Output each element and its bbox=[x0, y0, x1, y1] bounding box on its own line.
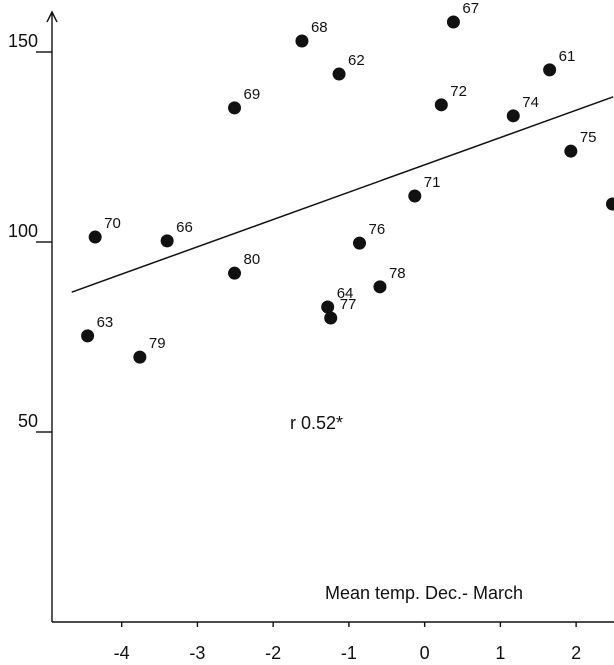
x-tick-label: -4 bbox=[114, 643, 130, 663]
point bbox=[324, 311, 338, 325]
point-label: 61 bbox=[559, 48, 576, 65]
annotation: r 0.52* bbox=[290, 413, 343, 433]
point bbox=[506, 109, 520, 123]
x-tick-label: -3 bbox=[189, 643, 205, 663]
point bbox=[564, 144, 578, 158]
y-axis bbox=[46, 10, 58, 622]
trend-line bbox=[71, 96, 614, 293]
point bbox=[133, 350, 147, 364]
x-tick-label: 0 bbox=[420, 643, 430, 663]
point-label: 78 bbox=[389, 265, 406, 282]
point-label: 77 bbox=[340, 296, 357, 313]
point bbox=[408, 189, 422, 203]
point-label: 69 bbox=[244, 86, 261, 103]
x-tick-label: 1 bbox=[495, 643, 505, 663]
point bbox=[81, 329, 95, 343]
point bbox=[88, 230, 102, 244]
point-label: 70 bbox=[104, 215, 121, 232]
y-tick-label: 100 bbox=[8, 221, 38, 241]
x-tick-label: -2 bbox=[265, 643, 281, 663]
point bbox=[160, 234, 174, 248]
point-label: 66 bbox=[176, 219, 193, 236]
point-label: 75 bbox=[580, 129, 597, 146]
point bbox=[434, 98, 448, 112]
point bbox=[353, 236, 367, 250]
x-tick-label: 2 bbox=[571, 643, 581, 663]
point-label: 72 bbox=[450, 83, 467, 100]
point bbox=[321, 300, 335, 314]
point bbox=[295, 34, 309, 48]
point-label: 71 bbox=[424, 174, 441, 191]
point bbox=[446, 15, 460, 29]
y-tick-label: 150 bbox=[8, 31, 38, 51]
point-label: 64 bbox=[337, 285, 354, 302]
point-label: 68 bbox=[311, 19, 328, 36]
point bbox=[543, 63, 557, 77]
point bbox=[332, 67, 346, 81]
x-axis-label: Mean temp. Dec.- March bbox=[325, 583, 523, 603]
point bbox=[228, 101, 242, 115]
point bbox=[228, 266, 242, 280]
point-label: 80 bbox=[244, 251, 261, 268]
y-tick-label: 50 bbox=[18, 411, 38, 431]
point-label: 74 bbox=[522, 94, 539, 111]
point-label: 76 bbox=[369, 221, 386, 238]
point-label: 63 bbox=[97, 314, 114, 331]
point bbox=[605, 197, 614, 211]
x-tick-label: -1 bbox=[341, 643, 357, 663]
point-label: 67 bbox=[462, 0, 479, 17]
point-label: 79 bbox=[149, 335, 166, 352]
point-label: 62 bbox=[348, 52, 365, 69]
point bbox=[373, 280, 387, 294]
